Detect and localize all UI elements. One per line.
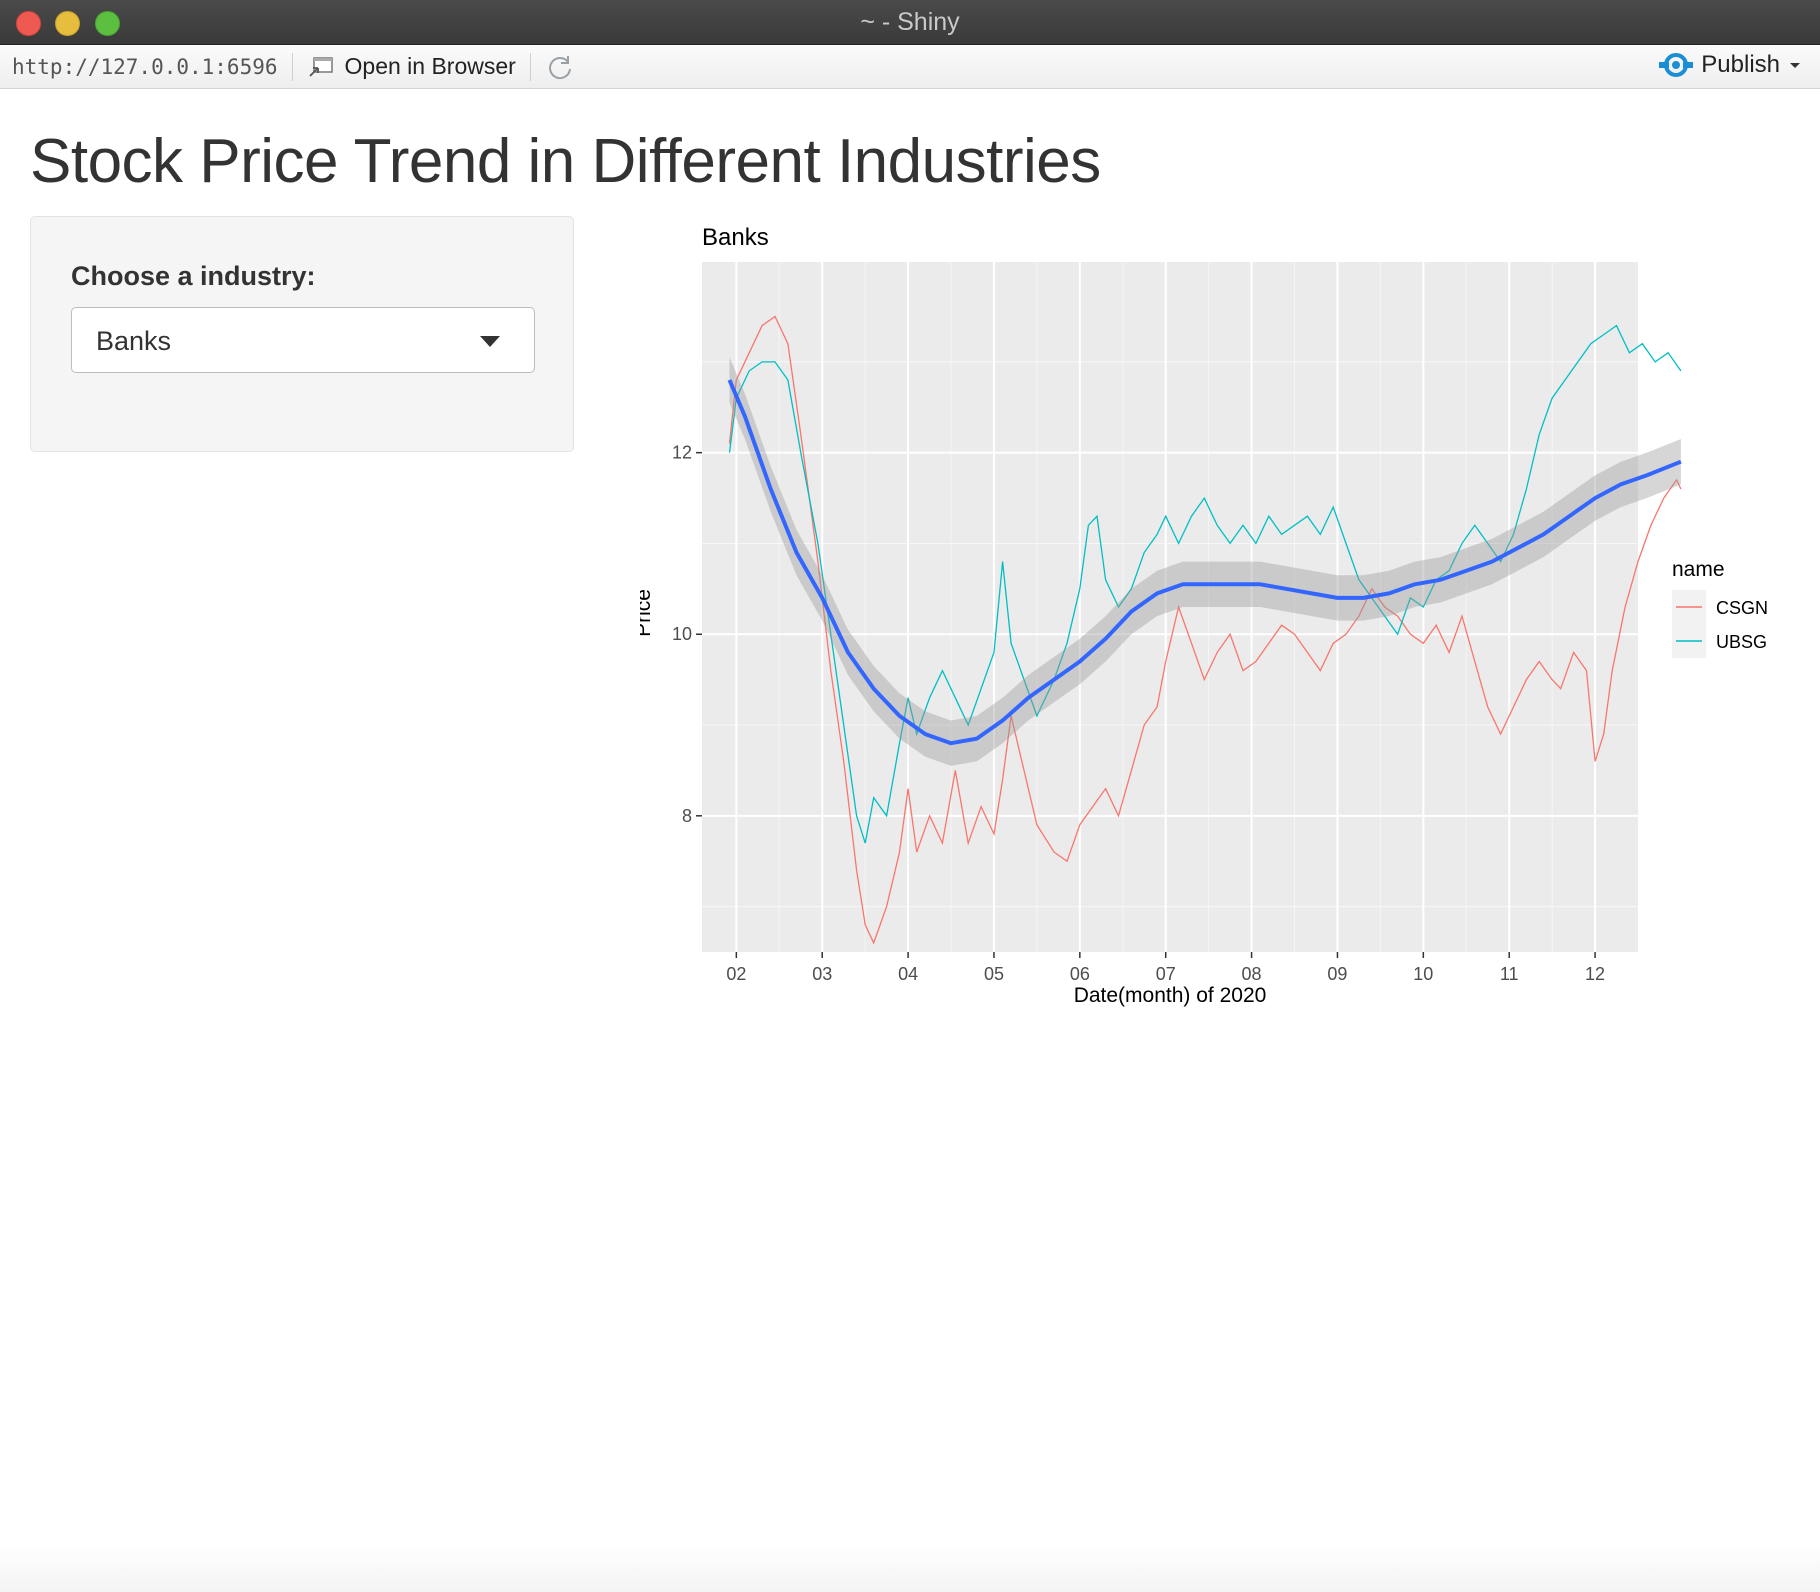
- x-tick-label: 03: [812, 964, 832, 984]
- y-axis-label: Price: [640, 589, 655, 637]
- x-tick-label: 05: [984, 964, 1004, 984]
- toolbar-divider: [291, 52, 293, 81]
- x-tick-label: 08: [1242, 964, 1262, 984]
- industry-select-label: Choose a industry:: [71, 261, 316, 291]
- plot-panel: [702, 262, 1638, 952]
- y-tick-label: 8: [682, 806, 692, 826]
- window-title: ~ - Shiny: [860, 7, 960, 36]
- smooth-trend-line: [727, 379, 1682, 746]
- open-in-browser-label: Open in Browser: [344, 53, 516, 79]
- series-layer: [728, 315, 1682, 945]
- axis-layer: 02 03 04 05 06 07 08 09 10 11 12 8 10 12: [672, 443, 1605, 984]
- x-tick-label: 11: [1500, 964, 1519, 984]
- refresh-icon: [548, 55, 571, 79]
- close-window-button[interactable]: [16, 11, 41, 36]
- x-tick-label: 12: [1585, 964, 1605, 984]
- y-tick-label: 12: [672, 443, 692, 463]
- x-tick-label: 10: [1413, 964, 1433, 984]
- x-tick-label: 06: [1070, 964, 1090, 984]
- page-title: Stock Price Trend in Different Industrie…: [30, 127, 1101, 196]
- x-tick-label: 07: [1156, 964, 1176, 984]
- chevron-down-icon: [1790, 63, 1800, 68]
- caret-down-icon: [480, 336, 500, 347]
- x-tick-label: 09: [1327, 964, 1347, 984]
- legend-label-ubsg: UBSG: [1716, 632, 1767, 652]
- url-display: http://127.0.0.1:6596: [12, 54, 278, 79]
- series-line-csgn: [728, 315, 1682, 945]
- publish-label: Publish: [1701, 51, 1780, 78]
- legend: name CSGN UBSG: [1672, 558, 1768, 658]
- window-bottom-edge: [0, 1542, 1820, 1592]
- x-tick-label: 04: [898, 964, 918, 984]
- publish-icon: [1659, 53, 1694, 77]
- open-in-browser-icon: [308, 56, 333, 77]
- publish-button[interactable]: Publish: [1659, 51, 1802, 79]
- legend-label-csgn: CSGN: [1716, 598, 1768, 618]
- y-tick-label: 10: [672, 624, 692, 644]
- x-tick-label: 02: [726, 964, 746, 984]
- price-chart: Banks 02 03 04 05 06 07 08 09 10 11 12 8 10 12 Date(m…: [640, 224, 1768, 1007]
- toolbar-divider: [529, 52, 531, 81]
- series-line-ubsg: [728, 324, 1682, 844]
- legend-title: name: [1672, 558, 1725, 581]
- chart-title: Banks: [702, 224, 769, 251]
- x-axis-label: Date(month) of 2020: [1074, 984, 1267, 1007]
- viewer-toolbar: http://127.0.0.1:6596 Open in Browser Pu…: [0, 45, 1820, 89]
- industry-select-value: Banks: [96, 326, 172, 356]
- industry-select[interactable]: Banks: [71, 307, 535, 373]
- minimize-window-button[interactable]: [55, 11, 80, 36]
- maximize-window-button[interactable]: [95, 11, 120, 36]
- sidebar-panel: Choose a industry: Banks: [30, 216, 574, 452]
- grid-minor: [702, 262, 1638, 952]
- window-titlebar: ~ - Shiny: [0, 0, 1820, 45]
- grid-major: [702, 262, 1638, 952]
- open-in-browser-button[interactable]: Open in Browser: [307, 53, 516, 80]
- refresh-button[interactable]: [545, 52, 575, 82]
